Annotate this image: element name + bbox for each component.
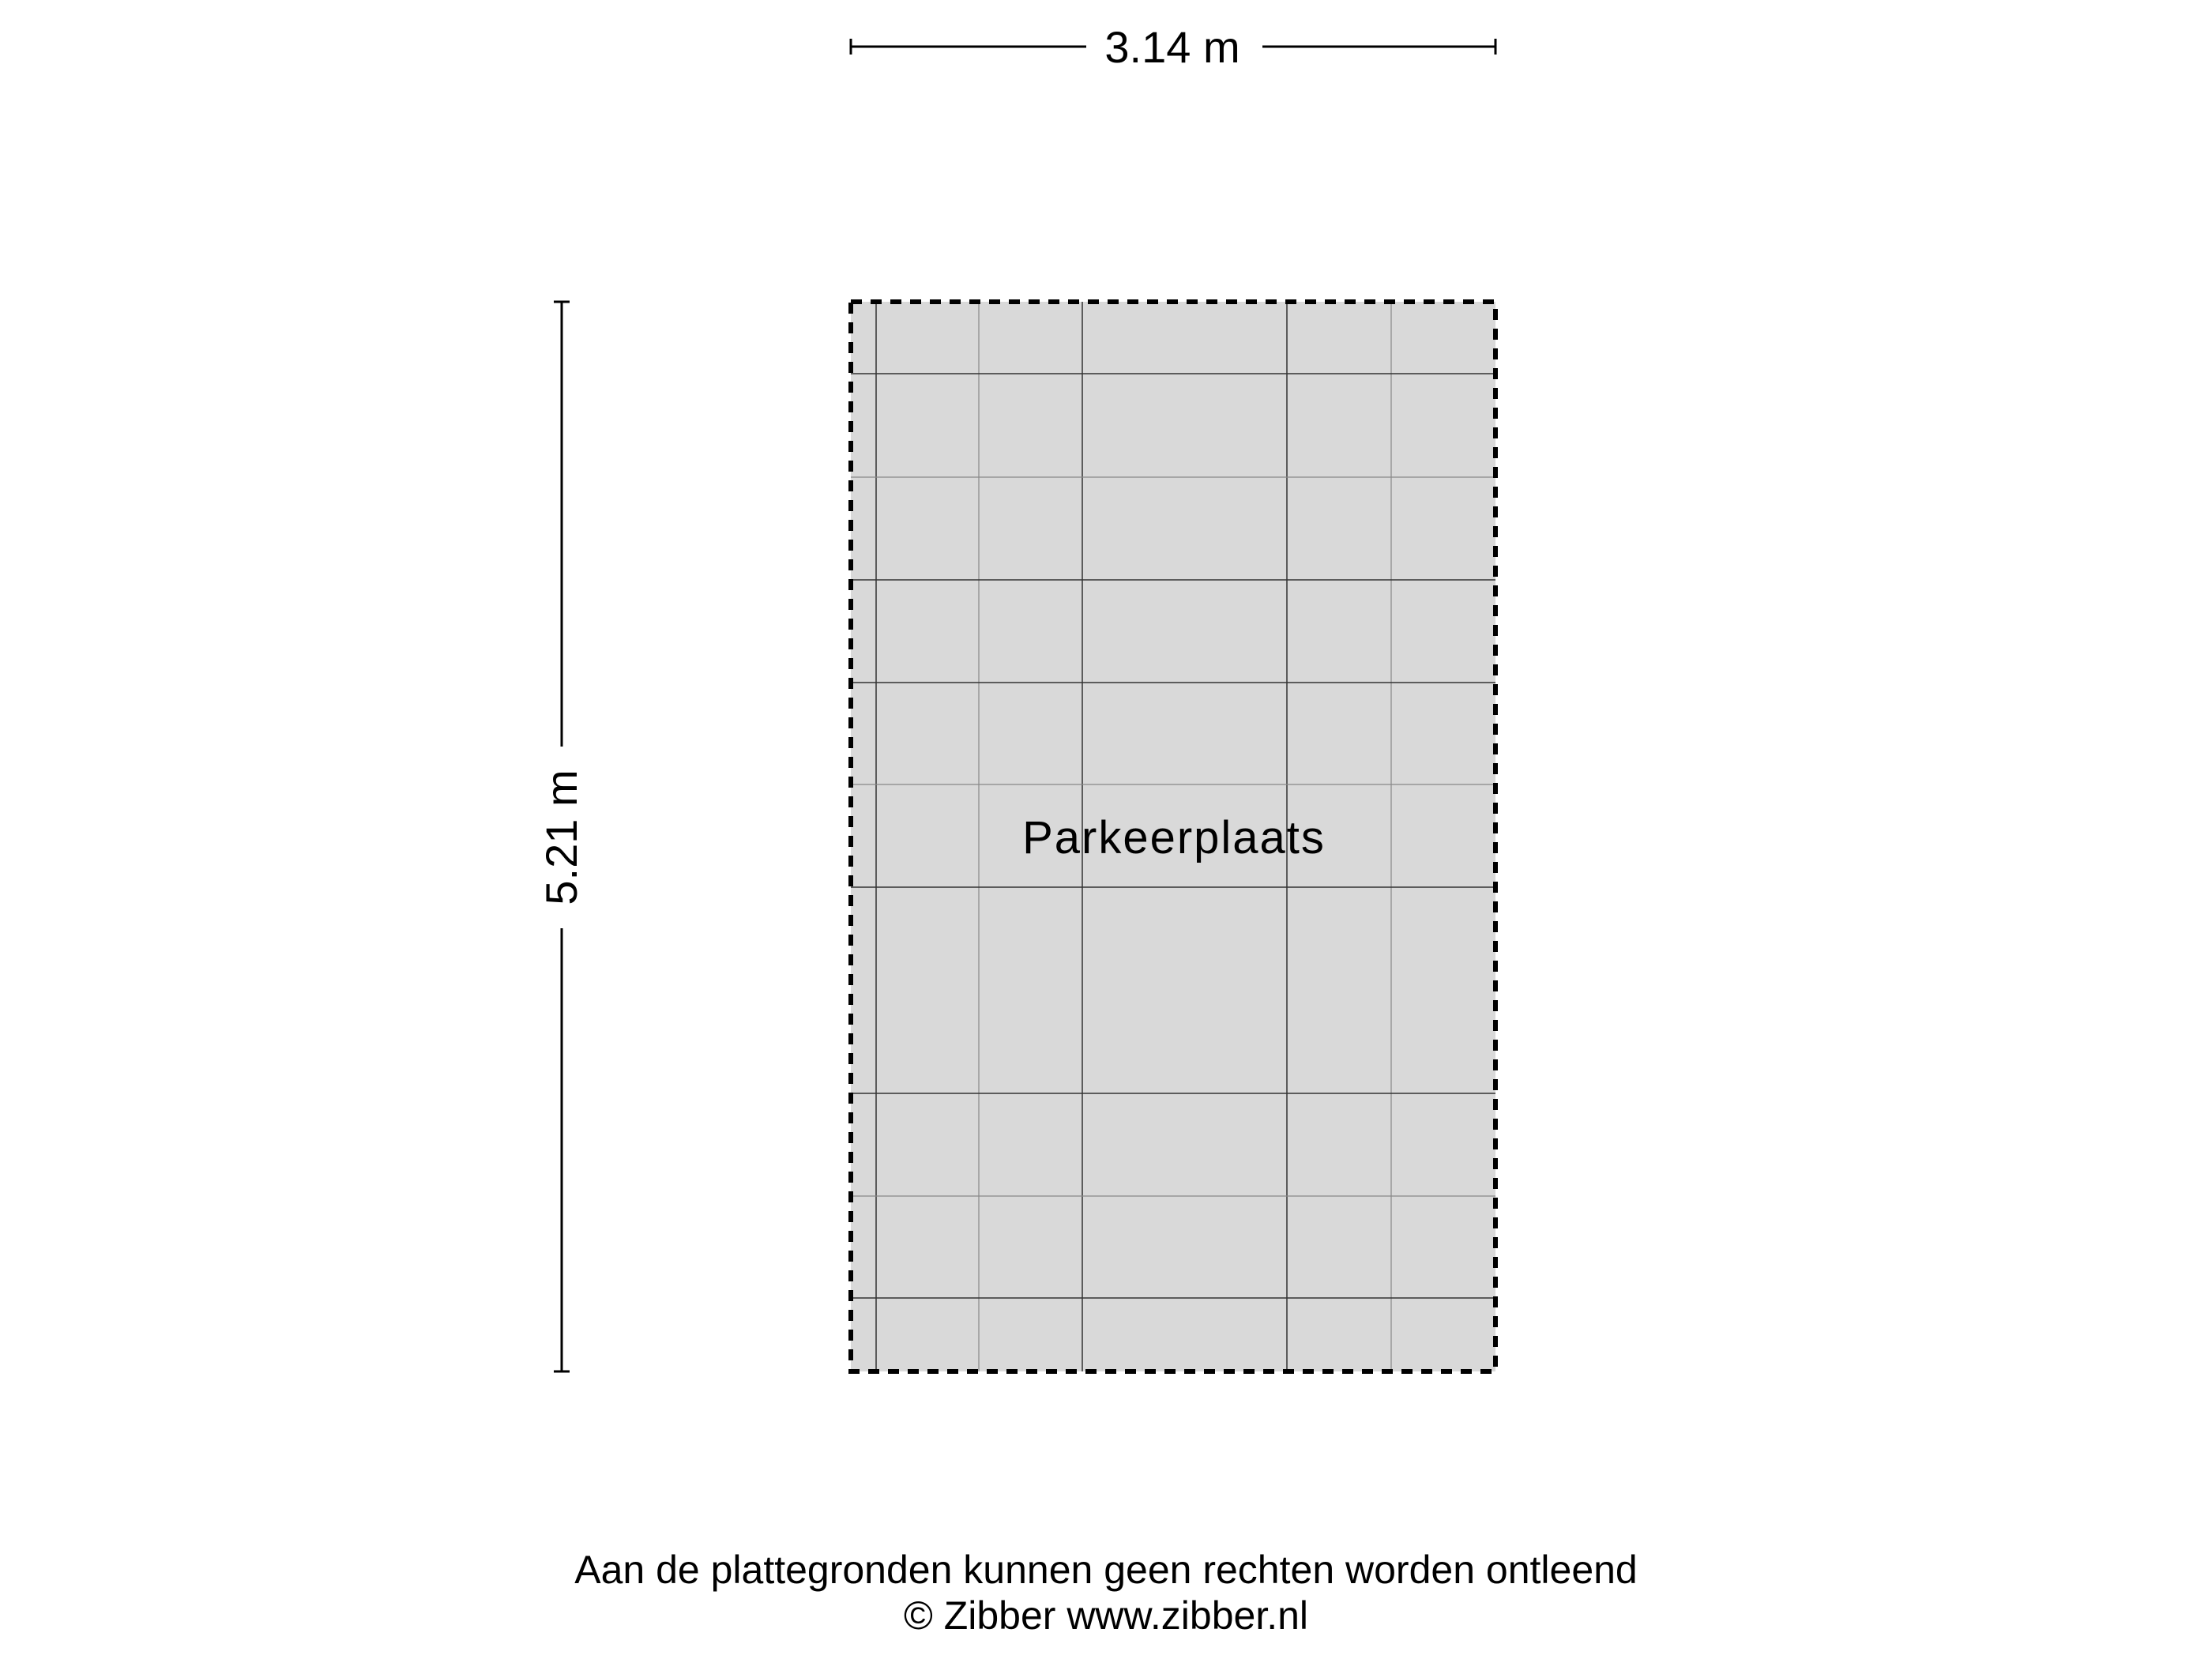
height-dimension-label: 5.21 m (536, 769, 586, 905)
width-dimension-label: 3.14 m (1104, 22, 1240, 72)
room-grid-lines (851, 302, 1495, 1371)
width-dimension-line (849, 39, 1497, 55)
room-label: Parkeerplaats (1022, 812, 1326, 863)
footer-disclaimer: Aan de plattegronden kunnen geen rechten… (574, 1548, 1638, 1592)
room-dashed-boundary (848, 299, 1498, 1374)
height-dimension-line (554, 300, 570, 1373)
footer-copyright: © Zibber www.zibber.nl (903, 1593, 1309, 1638)
room-parkeerplaats-area (851, 302, 1495, 1371)
